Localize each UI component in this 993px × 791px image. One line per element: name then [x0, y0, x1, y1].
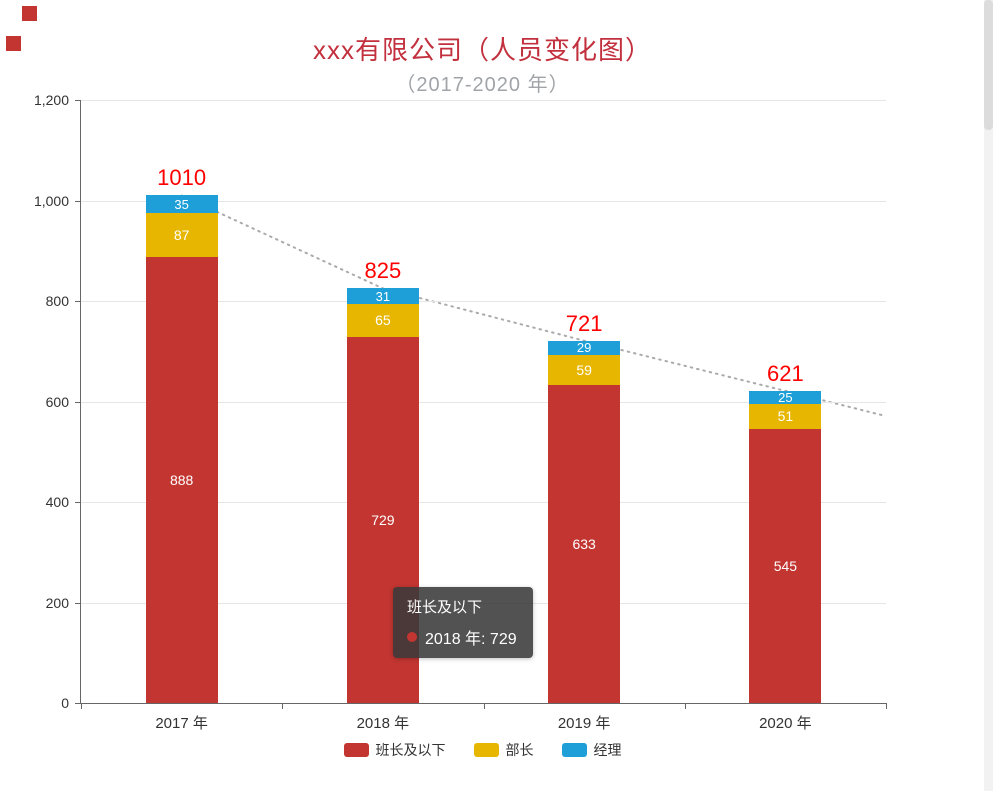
tooltip-series-name: 班长及以下 [407, 599, 483, 616]
x-axis-label: 2019 年 [557, 715, 611, 732]
bar-total-label: 1010 [157, 165, 207, 191]
legend-label: 经理 [593, 742, 622, 758]
scrollbar[interactable] [984, 0, 993, 791]
legend-label: 部长 [505, 742, 534, 758]
tooltip-series-dot-icon [407, 632, 417, 642]
bar-value-label: 59 [576, 362, 592, 379]
bar-segment-部长[interactable]: 65 [346, 304, 419, 337]
y-axis-tick [75, 602, 81, 604]
x-axis-label: 2020 年 [759, 715, 812, 732]
y-axis-tick [75, 502, 81, 503]
bar-segment-部长[interactable]: 87 [145, 213, 218, 257]
bar-segment-部长[interactable]: 59 [548, 355, 621, 385]
y-axis-tick [75, 100, 81, 101]
gridline [81, 502, 886, 503]
legend-item-班长及以下[interactable]: 班长及以下 [343, 740, 446, 760]
bar-segment-班长及以下[interactable]: 633 [548, 384, 621, 703]
y-axis-label: 400 [45, 494, 69, 510]
x-axis-label: 2017 年 [155, 715, 208, 732]
bar-segment-经理[interactable]: 25 [749, 389, 822, 405]
y-axis-tick [75, 200, 81, 202]
legend-item-经理[interactable]: 经理 [561, 740, 622, 760]
y-axis-label: 1,200 [33, 92, 69, 108]
bar-segment-部长[interactable]: 51 [749, 403, 822, 430]
bar-value-label: 87 [173, 226, 190, 243]
bar-segment-班长及以下[interactable]: 888 [145, 256, 218, 703]
bar-total-label: 621 [767, 360, 804, 386]
bar-value-label: 29 [576, 340, 592, 356]
bar-segment-经理[interactable]: 31 [346, 288, 419, 304]
bar-value-label: 31 [375, 288, 391, 304]
x-axis-tick [81, 703, 82, 709]
bar-segment-班长及以下[interactable]: 545 [749, 429, 822, 703]
x-axis-tick [282, 703, 284, 709]
x-axis-tick [886, 703, 887, 709]
y-axis-tick [75, 703, 81, 704]
bar-value-label: 51 [777, 408, 794, 425]
decoration-square [22, 6, 37, 21]
x-axis-tick [483, 703, 485, 709]
y-axis-tick [75, 301, 81, 302]
y-axis-label: 0 [61, 695, 69, 711]
scrollbar-thumb[interactable] [984, 0, 993, 130]
bar-total-label: 825 [364, 258, 402, 284]
bar-value-label: 729 [371, 511, 395, 528]
bar-value-label: 633 [572, 535, 596, 552]
legend-marker-icon [473, 743, 499, 757]
y-axis-label: 800 [45, 293, 69, 309]
chart-title: xxx有限公司（人员变化图） [312, 35, 652, 65]
bar-value-label: 545 [773, 558, 798, 575]
gridline [81, 100, 886, 101]
gridline [81, 200, 886, 202]
gridline [81, 301, 886, 302]
bar-value-label: 65 [375, 312, 391, 329]
y-axis-label: 200 [45, 594, 69, 611]
tooltip-entry: 2018 年: 729 [425, 631, 517, 648]
bar-value-label: 35 [174, 196, 189, 212]
legend-marker-icon [561, 743, 587, 757]
legend-marker-icon [343, 743, 369, 757]
tooltip: 班长及以下 2018 年: 729 [393, 587, 533, 658]
bar-value-label: 888 [169, 471, 194, 488]
y-axis-label: 1,000 [33, 192, 69, 209]
y-axis-tick [75, 401, 81, 403]
x-axis-tick [684, 703, 686, 709]
legend: 班长及以下 部长 经理 [80, 740, 885, 760]
legend-label: 班长及以下 [375, 742, 446, 758]
gridline [81, 401, 886, 403]
y-axis-label: 600 [45, 393, 69, 410]
bar-segment-经理[interactable]: 29 [548, 340, 621, 356]
decoration-square [6, 36, 21, 51]
bar-total-label: 721 [565, 310, 603, 336]
legend-item-部长[interactable]: 部长 [473, 740, 534, 760]
x-axis-label: 2018 年 [356, 715, 410, 732]
chart-subtitle: （2017-2020 年） [395, 74, 570, 96]
bar-value-label: 25 [778, 389, 793, 405]
bar-segment-经理[interactable]: 35 [145, 195, 218, 214]
